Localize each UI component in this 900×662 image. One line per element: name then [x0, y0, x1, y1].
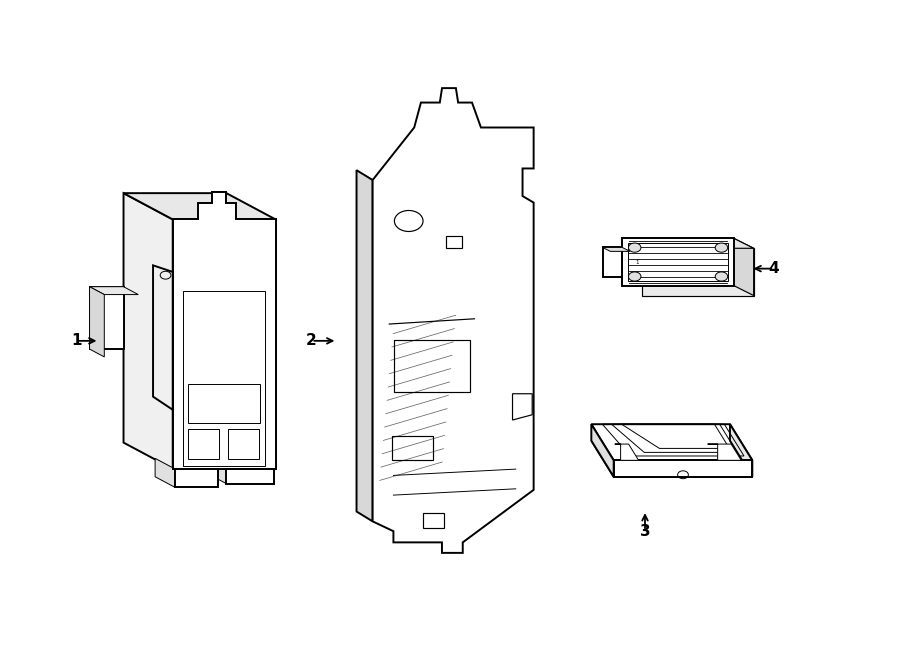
Bar — [423, 514, 444, 528]
Polygon shape — [356, 170, 373, 522]
Polygon shape — [89, 287, 104, 357]
Bar — [393, 340, 470, 392]
Polygon shape — [730, 424, 752, 477]
Polygon shape — [226, 469, 274, 483]
Text: 4: 4 — [769, 261, 779, 276]
Text: 1: 1 — [635, 260, 639, 265]
Polygon shape — [642, 248, 753, 295]
Polygon shape — [512, 394, 532, 420]
Polygon shape — [155, 458, 175, 487]
Text: 1: 1 — [71, 334, 81, 348]
Polygon shape — [707, 444, 742, 460]
Polygon shape — [734, 238, 753, 295]
Bar — [628, 243, 728, 281]
Polygon shape — [602, 248, 622, 277]
Polygon shape — [89, 287, 139, 295]
Polygon shape — [123, 193, 173, 469]
Text: 3: 3 — [640, 524, 651, 539]
Polygon shape — [591, 424, 752, 460]
Polygon shape — [602, 248, 630, 252]
Polygon shape — [622, 238, 753, 248]
Circle shape — [628, 272, 641, 281]
Polygon shape — [173, 192, 275, 469]
Polygon shape — [123, 193, 275, 219]
Polygon shape — [175, 469, 218, 487]
Polygon shape — [614, 460, 752, 477]
Text: 2: 2 — [306, 334, 317, 348]
Polygon shape — [622, 238, 734, 286]
Circle shape — [716, 243, 728, 252]
Polygon shape — [373, 88, 534, 553]
Polygon shape — [153, 265, 173, 410]
Polygon shape — [206, 458, 226, 483]
Bar — [184, 291, 265, 465]
Polygon shape — [591, 424, 614, 477]
Bar — [188, 383, 260, 423]
Polygon shape — [173, 192, 275, 469]
Circle shape — [628, 243, 641, 252]
Bar — [392, 436, 433, 460]
Polygon shape — [615, 444, 639, 460]
Circle shape — [716, 272, 728, 281]
Bar — [188, 430, 219, 459]
Bar — [446, 236, 463, 248]
Polygon shape — [591, 441, 752, 477]
Bar — [228, 430, 258, 459]
Polygon shape — [89, 287, 123, 349]
